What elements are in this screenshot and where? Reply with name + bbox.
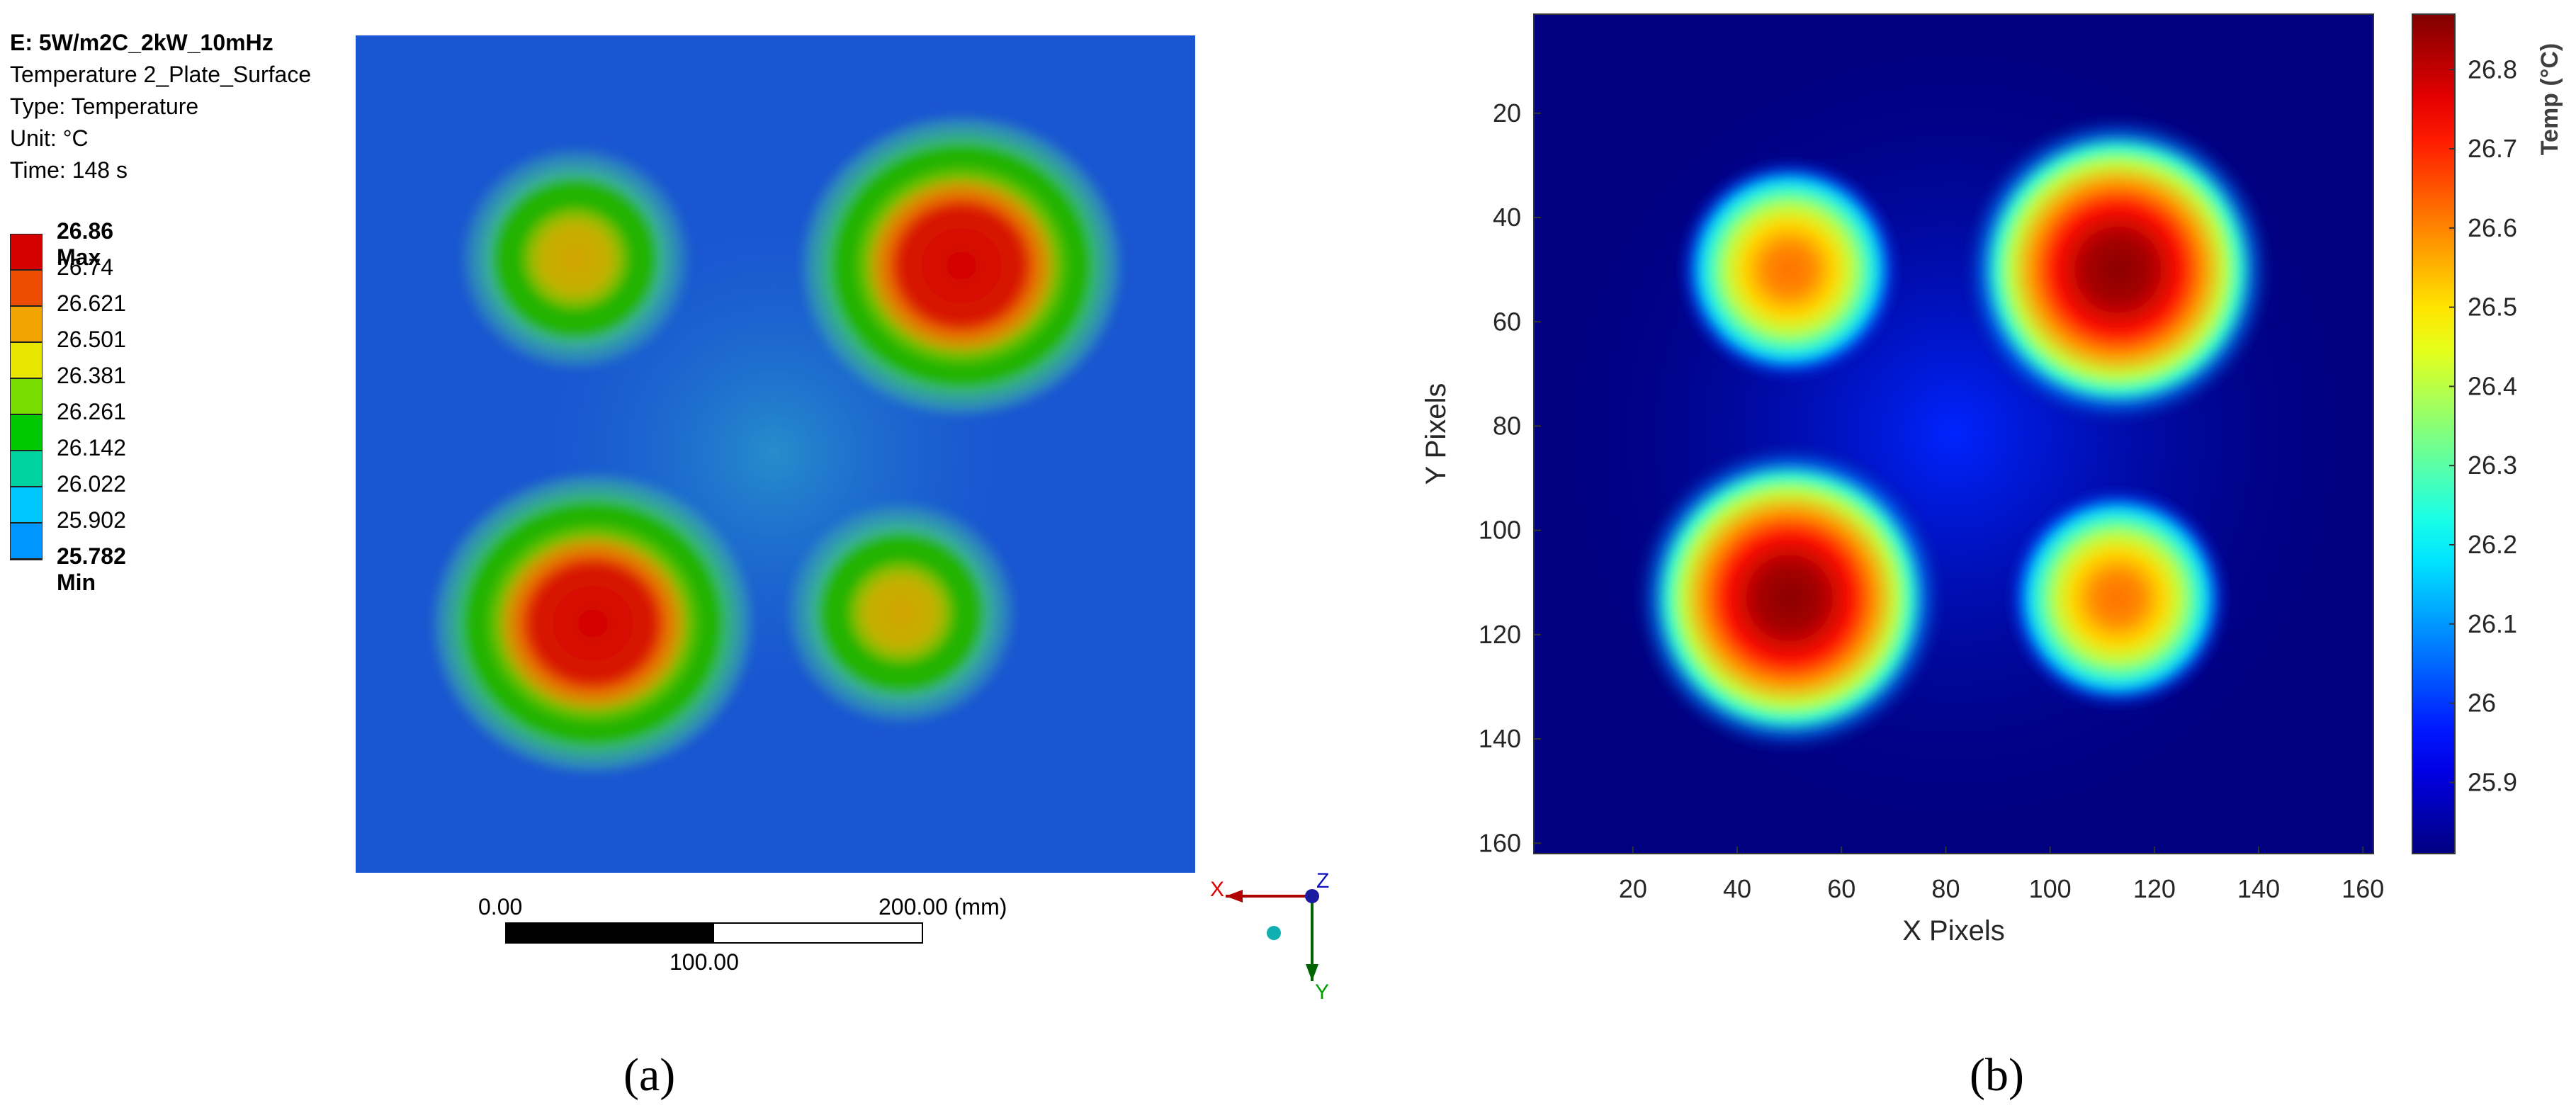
x-tick-label: 100 — [2029, 874, 2072, 903]
panel-b: 20 40 60 80 100 120 140 160 20 40 60 80 100 120 140 160… — [1289, 0, 2576, 1120]
plot-frame — [1533, 13, 2374, 854]
hot-spot-a-top-left — [455, 142, 696, 375]
legend-label: 26.261 — [57, 399, 126, 424]
panel-a: E: 5W/m2C_2kW_10mHz Temperature 2_Plate_… — [10, 27, 1330, 1101]
colorbar-tick-label: 26.6 — [2468, 213, 2517, 242]
y-tick-label: 40 — [1493, 203, 1521, 232]
legend-swatch — [10, 378, 43, 414]
legend-swatch — [10, 270, 43, 306]
colorbar-tick-label: 26.2 — [2468, 530, 2517, 559]
legend-swatch — [10, 559, 43, 560]
result-type: Type: Temperature — [10, 94, 199, 119]
y-tick-label: 60 — [1493, 307, 1521, 336]
axis-triad: X Y Z — [1210, 869, 1329, 1004]
legend-label: 26.022 — [57, 471, 126, 497]
y-tick-label: 20 — [1493, 98, 1521, 128]
colorbar-tick-label: 26.4 — [2468, 371, 2517, 400]
hot-spot — [1961, 113, 2275, 426]
x-tick-label: 120 — [2133, 874, 2176, 903]
scale-label-left: 0.00 — [478, 894, 523, 920]
y-tick-label: 120 — [1479, 620, 1521, 649]
colorbar-tick-label: 26.7 — [2468, 134, 2517, 163]
colorbar-scale — [2412, 13, 2456, 854]
y-tick-label: 140 — [1479, 724, 1521, 753]
hot-spot-a-top-right — [795, 110, 1128, 422]
x-tick-label: 140 — [2237, 874, 2280, 903]
caption-b: (b) — [1970, 1049, 2024, 1101]
colorbar-tick-label: 26.5 — [2468, 293, 2517, 322]
x-tick-label: 20 — [1619, 874, 1647, 903]
hot-spot-a-bottom-right — [781, 496, 1022, 730]
colorbar: 25.9 26 26.1 26.2 26.3 26.4 26.5 26.6 26.7 26.8 Te… — [2412, 13, 2563, 854]
legend-swatch — [10, 234, 43, 270]
legend-label: 26.142 — [57, 435, 126, 460]
legend-label: 26.621 — [57, 290, 126, 316]
legend-label: 25.902 — [57, 507, 126, 533]
triad-x-label: X — [1210, 878, 1224, 901]
y-tick-label: 80 — [1493, 411, 1521, 440]
scale-label-right: 200.00 (mm) — [879, 894, 1007, 920]
scale-label-middle: 100.00 — [670, 949, 739, 975]
x-tick-label: 40 — [1723, 874, 1751, 903]
triad-y-label: Y — [1315, 980, 1329, 1004]
triad-y-arrow — [1306, 964, 1318, 981]
heatmap-chart: 20 40 60 80 100 120 140 160 20 40 60 80 100 120 140 160… — [1420, 13, 2563, 946]
contour-plot-a — [356, 35, 1195, 873]
colorbar-tick-label: 26 — [2468, 689, 2496, 718]
y-axis-label: Y Pixels — [1420, 383, 1452, 485]
triad-z-label: Z — [1316, 869, 1329, 893]
legend-swatch — [10, 487, 43, 523]
scale-bar-black-segment — [507, 924, 714, 942]
colorbar-tick-label: 26.1 — [2468, 609, 2517, 638]
y-tick-label: 160 — [1479, 828, 1521, 857]
legend-label: 26.381 — [57, 363, 126, 388]
ansys-watermark: Ans — [1204, 44, 1352, 131]
colorbar-tick-label: 25.9 — [2468, 767, 2517, 796]
legend-label: 26.74 — [57, 254, 114, 280]
colorbar-tick-label: 26.3 — [2468, 451, 2517, 480]
heatmap-axes: 20 40 60 80 100 120 140 160 20 40 60 80 100 120 140 160… — [1420, 13, 2384, 946]
x-tick-label: 60 — [1827, 874, 1855, 903]
x-axis-label: X Pixels — [1902, 915, 2005, 946]
legend-swatch — [10, 306, 43, 342]
legend-swatch — [10, 342, 43, 378]
legend-label: 26.86 Max — [57, 218, 114, 270]
hot-spot — [1674, 154, 1904, 385]
result-object-name: Temperature 2_Plate_Surface — [10, 62, 312, 87]
legend-label: 26.501 — [57, 327, 126, 352]
colorbar-tick-label: 26.8 — [2468, 55, 2517, 84]
hot-spots — [1632, 113, 2275, 755]
hot-spot — [2003, 483, 2233, 713]
colorbar-label: Temp (°C) — [2536, 43, 2563, 155]
triad-z-dot — [1305, 889, 1319, 903]
legend-label: 25.782 Min — [57, 543, 126, 595]
y-tick-label: 100 — [1479, 516, 1521, 545]
heatmap-ambient — [1534, 14, 2373, 854]
hot-spot-a-bottom-left — [426, 468, 759, 779]
legend-swatch — [10, 451, 43, 487]
result-time: Time: 148 s — [10, 157, 128, 183]
heatmap-plot-area — [1534, 14, 2373, 854]
triad-origin-ball — [1267, 926, 1281, 940]
result-info: E: 5W/m2C_2kW_10mHz Temperature 2_Plate_… — [10, 27, 311, 186]
triad-x-arrow — [1226, 890, 1243, 903]
x-tick-label: 80 — [1931, 874, 1960, 903]
caption-a: (a) — [623, 1049, 676, 1101]
result-unit: Unit: °C — [10, 125, 89, 151]
result-title: E: 5W/m2C_2kW_10mHz — [10, 30, 273, 55]
hot-spot — [1632, 441, 1946, 755]
scale-bar — [505, 922, 923, 944]
legend-swatch — [10, 523, 43, 559]
x-tick-label: 160 — [2341, 874, 2384, 903]
legend-swatch — [10, 414, 43, 451]
